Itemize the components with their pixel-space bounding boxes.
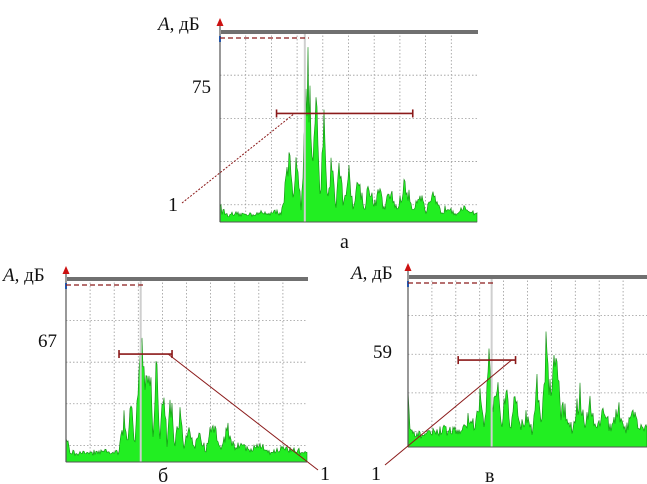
peak-value-label: 75 [192, 77, 211, 98]
chart-panel-c: A, дБ 59 1 в [349, 263, 647, 484]
spectrum-area [65, 337, 308, 463]
panel-caption: а [340, 231, 349, 253]
panel-caption: б [158, 465, 168, 484]
y-axis-arrow-icon [216, 18, 224, 26]
axis-marker-tick [219, 36, 221, 42]
callout-number: 1 [371, 463, 381, 484]
y-axis-label: A, дБ [349, 263, 393, 284]
peak-value-label: 67 [38, 331, 57, 352]
chart-panel-b: A, дБ 67 1 б [1, 265, 330, 484]
peak-value-label: 59 [373, 342, 392, 363]
y-axis-arrow-icon [404, 263, 412, 271]
plot-top-bar [409, 275, 647, 279]
callout-number: 1 [168, 194, 178, 216]
plot-area [216, 18, 478, 223]
callout-leader-line [167, 353, 319, 471]
y-axis-label: A, дБ [156, 14, 200, 35]
plot-area [404, 263, 647, 448]
plot-top-bar [67, 277, 308, 281]
panel-caption: в [485, 465, 494, 484]
axis-marker-tick [407, 281, 409, 287]
spectrum-area [407, 331, 647, 448]
callout-leader-line [181, 113, 295, 204]
plot-top-bar [221, 30, 478, 34]
y-axis-arrow-icon [62, 266, 70, 274]
spectrum-area [219, 47, 478, 223]
plot-area [62, 266, 308, 463]
y-axis-label: A, дБ [1, 265, 45, 286]
callout-leader-line [384, 359, 512, 466]
axis-marker-tick [65, 283, 67, 289]
chart-panel-a: A, дБ 75 1 а [156, 14, 478, 253]
callout-number: 1 [320, 463, 330, 484]
